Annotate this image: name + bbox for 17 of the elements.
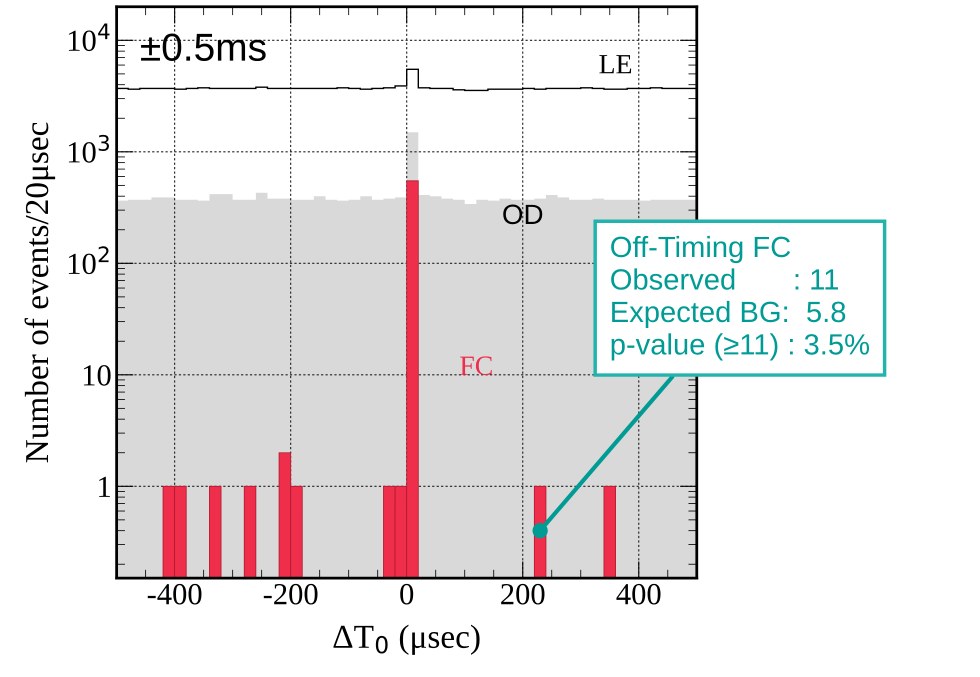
legend-label: LE <box>599 55 632 74</box>
x-tick-label: 200 <box>501 584 544 605</box>
x-tick-label: -400 <box>148 584 202 605</box>
x-tick-label: 0 <box>400 584 414 605</box>
annotation: ±0.5ms <box>141 34 266 62</box>
y-tick-label: 10 <box>84 365 111 386</box>
series-label: OD <box>503 204 542 224</box>
y-tick-label: 10$^{2}$ <box>68 246 109 274</box>
x-axis-title: ΔT$_{0}$ (μsec) <box>333 624 480 655</box>
y-tick-label: 10$^{4}$ <box>68 23 110 52</box>
y-tick-label: 10$^{3}$ <box>68 134 109 163</box>
series-label: FC <box>460 356 492 376</box>
annotation: Off-Timing FC Observed : 11 Expected BG: 5.8 p-value (≥11) : 3.5% <box>611 236 869 360</box>
x-tick-label: -200 <box>264 584 318 605</box>
y-axis-title: Number of events/20μsec <box>24 122 56 462</box>
y-tick-label: 1 <box>99 476 110 497</box>
x-tick-label: 400 <box>616 584 661 605</box>
